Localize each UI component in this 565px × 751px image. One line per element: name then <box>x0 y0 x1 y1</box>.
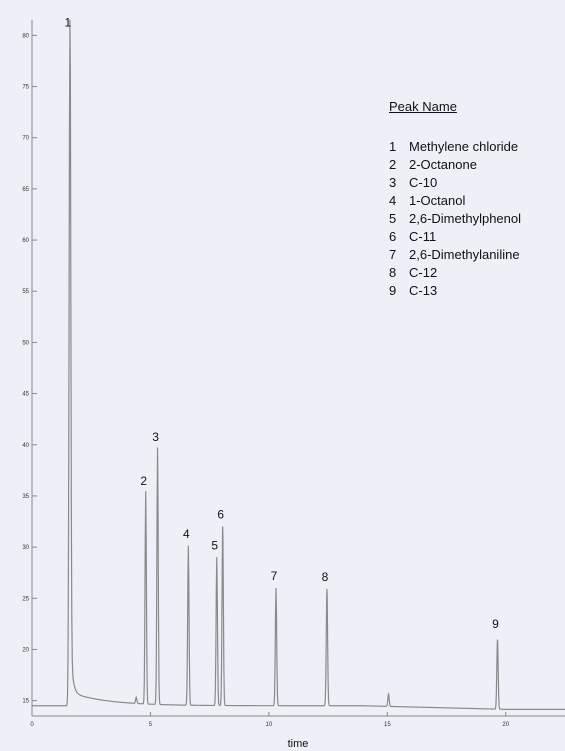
y-tick-label: 65 <box>22 187 29 193</box>
y-tick-label: 30 <box>22 545 29 551</box>
peak-label-6: 6 <box>217 508 224 522</box>
y-tick-label: 60 <box>22 238 29 244</box>
legend-entry: 3 C-10 <box>389 174 521 192</box>
legend-entry-name: C-11 <box>409 229 437 244</box>
legend-entry-number: 2 <box>389 157 397 172</box>
y-tick-label: 35 <box>22 494 29 500</box>
x-axis-label: time <box>288 738 309 750</box>
legend: Peak Name 1 Methylene chloride 2 2-Octanone… <box>389 98 521 300</box>
legend-title: Peak Name <box>389 99 457 114</box>
legend-entry-number: 4 <box>389 193 397 208</box>
y-tick-label: 55 <box>22 289 29 295</box>
legend-entry-number: 8 <box>389 265 397 280</box>
y-ticks: 15 20 25 30 35 40 45 50 55 60 65 70 75 80 <box>22 33 37 705</box>
legend-entry-name: 2,6-Dimethylphenol <box>409 211 522 226</box>
legend-entry-name: C-13 <box>409 283 438 298</box>
peak-label-1: 1 <box>65 15 72 29</box>
legend-entry: 8 C-12 <box>389 264 521 282</box>
legend-entry-name: C-12 <box>409 265 438 280</box>
x-tick-label: 15 <box>384 722 391 728</box>
legend-entry-number: 5 <box>389 211 397 226</box>
legend-entry-number: 6 <box>389 229 397 244</box>
legend-entry: 9 C-13 <box>389 282 521 300</box>
peak-labels: 1 2 3 4 5 6 7 8 9 <box>65 15 500 631</box>
peak-label-7: 7 <box>271 569 278 583</box>
legend-entry-name: 2,6-Dimethylaniline <box>409 247 520 262</box>
legend-entry: 7 2,6-Dimethylaniline <box>389 246 521 264</box>
legend-entry-name: 1-Octanol <box>409 193 466 208</box>
y-tick-label: 20 <box>22 647 29 653</box>
y-tick-label: 45 <box>22 392 29 398</box>
peak-label-9: 9 <box>492 617 499 631</box>
legend-entry-name: 2-Octanone <box>409 157 477 172</box>
y-tick-label: 70 <box>22 136 29 142</box>
legend-entry: 6 C-11 <box>389 228 521 246</box>
legend-entry-number: 3 <box>389 175 397 190</box>
legend-entry-name: Methylene chloride <box>409 139 519 154</box>
legend-entry-number: 9 <box>389 283 397 298</box>
x-tick-label: 5 <box>149 722 153 728</box>
chromatogram-trace <box>32 19 565 710</box>
legend-entry-number: 1 <box>389 139 397 154</box>
x-tick-label: 0 <box>30 722 34 728</box>
legend-entry: 2 2-Octanone <box>389 156 521 174</box>
legend-entry-number: 7 <box>389 247 397 262</box>
y-tick-label: 80 <box>22 33 29 39</box>
peak-label-8: 8 <box>322 570 329 584</box>
y-tick-label: 50 <box>22 340 29 346</box>
y-tick-label: 40 <box>22 443 29 449</box>
peak-label-4: 4 <box>183 527 190 541</box>
legend-entry: 4 1-Octanol <box>389 192 521 210</box>
legend-entry: 5 2,6-Dimethylphenol <box>389 210 521 228</box>
x-tick-label: 10 <box>266 722 273 728</box>
legend-entry-name: C-10 <box>409 175 438 190</box>
y-tick-label: 15 <box>22 699 29 705</box>
peak-label-3: 3 <box>152 430 159 444</box>
y-tick-label: 75 <box>22 85 29 91</box>
peak-label-2: 2 <box>140 474 147 488</box>
x-ticks: 0 5 10 15 20 <box>30 712 510 728</box>
legend-rows: 1 Methylene chloride 2 2-Octanone 3 C-10 4 1-Oc… <box>389 138 521 300</box>
legend-entry: 1 Methylene chloride <box>389 138 521 156</box>
x-tick-label: 20 <box>502 722 509 728</box>
peak-label-5: 5 <box>211 538 218 552</box>
y-tick-label: 25 <box>22 596 29 602</box>
